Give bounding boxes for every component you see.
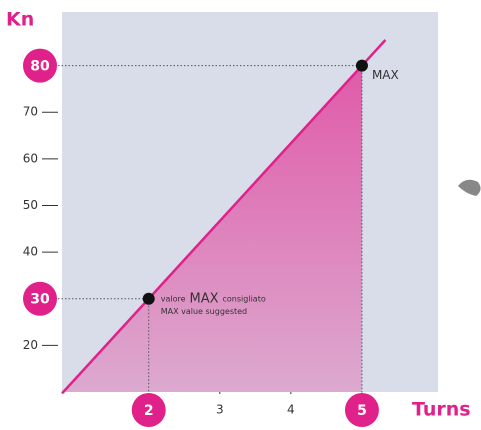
x-badge: [344, 393, 379, 427]
x-tick-label: 4: [287, 403, 295, 417]
x-axis-label: Turns: [412, 399, 471, 421]
y-badge-label: 30: [30, 292, 50, 308]
x-tick-label: 3: [216, 403, 224, 417]
x-badge: [131, 393, 166, 427]
point: [355, 59, 368, 72]
y-badge: [23, 281, 57, 316]
y-badge-label: 80: [30, 59, 50, 75]
line: [61, 39, 387, 395]
annotation-part: MAX: [190, 291, 219, 306]
y-tick-label: 70: [23, 105, 38, 119]
x-badge-label: 5: [357, 403, 367, 419]
point: [142, 292, 155, 305]
annotation: MAX: [372, 68, 399, 82]
area: [62, 65, 362, 394]
y-tick-label: 20: [23, 338, 38, 352]
annotation: valore MAX consigliato: [161, 291, 266, 306]
y-badge: [23, 48, 57, 83]
annotation: MAX value suggested: [161, 307, 247, 316]
y-axis-label: Kn: [6, 9, 34, 31]
y-tick-label: 50: [23, 198, 38, 212]
y-tick-label: 60: [23, 151, 38, 165]
annotation-part: valore: [161, 294, 186, 303]
x-badge-label: 2: [144, 403, 154, 419]
y-tick-label: 40: [23, 245, 38, 259]
decoration: [458, 179, 481, 196]
annotation-part: consigliato: [223, 294, 266, 303]
